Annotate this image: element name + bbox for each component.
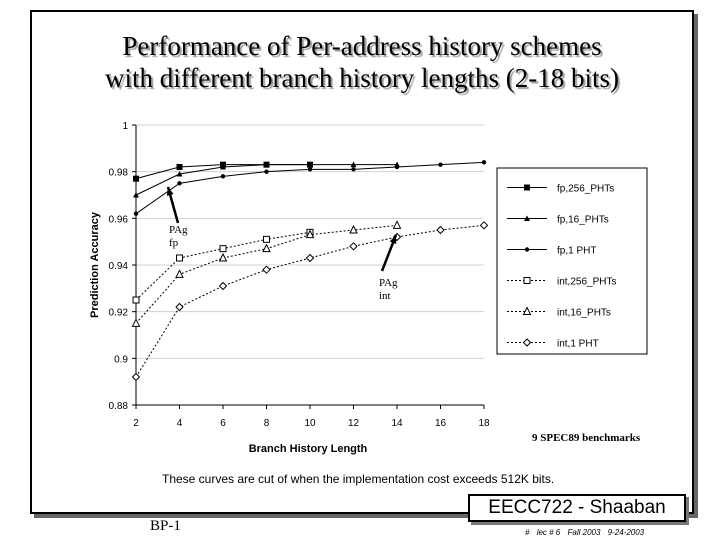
title-line-1: Performance of Per-address history schem… <box>122 31 602 61</box>
data-point <box>218 252 228 262</box>
data-point <box>394 164 400 170</box>
x-tick-label: 2 <box>133 418 139 429</box>
data-point <box>351 167 356 172</box>
legend-label: int,256_PHTs <box>557 277 616 288</box>
data-point <box>264 169 269 174</box>
meta-hash: # <box>525 528 530 537</box>
x-axis-label: Branch History Length <box>249 443 368 455</box>
data-point <box>175 302 184 312</box>
x-tick-label: 6 <box>220 418 226 429</box>
annotation-arrowhead <box>166 187 174 196</box>
benchmark-note: 9 SPEC89 benchmarks <box>532 432 641 444</box>
data-point <box>524 215 530 221</box>
legend: fp,256_PHTs fp,16_PHTs fp,1 PHT int,256_PHT… <box>496 167 648 355</box>
data-point <box>481 160 487 165</box>
data-point <box>132 296 140 304</box>
x-tick-label: 14 <box>391 418 403 429</box>
course-badge: EECC722 - Shaaban <box>468 494 686 522</box>
y-tick-label: 0.92 <box>109 308 129 319</box>
series-line <box>135 224 485 378</box>
data-point <box>392 220 402 229</box>
series-lines <box>131 160 489 382</box>
data-point <box>176 171 183 177</box>
series-2 <box>133 160 487 216</box>
slide-number: BP-1 <box>150 518 181 534</box>
meta-term: Fall 2003 <box>567 528 601 537</box>
data-point <box>220 164 226 170</box>
data-point <box>263 161 270 168</box>
data-point <box>438 162 443 167</box>
title-line-2: with different branch history lengths (2… <box>105 63 619 93</box>
x-tick-label: 12 <box>348 418 360 429</box>
y-tick-label: 0.94 <box>109 261 129 272</box>
data-point <box>133 175 139 182</box>
legend-label: int,1 PHT <box>557 339 599 350</box>
slide-title: Performance of Per-address history schem… <box>32 30 692 94</box>
legend-box <box>496 167 648 355</box>
series-3 <box>132 228 314 304</box>
data-point <box>133 192 139 198</box>
data-point <box>262 265 271 274</box>
x-tick-label: 4 <box>177 418 183 429</box>
data-point <box>479 221 489 230</box>
chart-caption: These curves are cut of when the impleme… <box>162 472 555 486</box>
data-point <box>305 229 315 239</box>
annotation-line-2: int <box>379 290 391 302</box>
legend-label: fp,1 PHT <box>557 246 596 257</box>
y-tick-label: 0.98 <box>109 168 129 179</box>
data-point <box>307 161 313 168</box>
data-point <box>262 243 271 253</box>
meta-lecture: lec # 6 <box>536 528 561 537</box>
data-point <box>436 225 445 235</box>
data-point <box>176 254 183 262</box>
y-tick-label: 0.9 <box>114 354 128 365</box>
data-point <box>177 181 182 186</box>
data-point <box>524 247 530 252</box>
data-point <box>349 242 358 251</box>
data-point <box>522 338 532 347</box>
series-1 <box>133 161 400 198</box>
data-point <box>131 318 141 327</box>
data-point <box>131 372 141 382</box>
annotation-line-1: PAg <box>169 224 188 236</box>
data-point <box>307 167 313 172</box>
annotation-line-2: fp <box>169 237 179 249</box>
gridlines <box>136 124 484 359</box>
y-tick-label: 0.96 <box>109 214 129 225</box>
data-point <box>220 174 226 179</box>
x-tick-label: 18 <box>478 418 490 429</box>
data-point <box>350 161 357 168</box>
data-point <box>524 184 530 191</box>
data-point <box>218 281 228 291</box>
lecture-meta: # lec # 6 Fall 2003 9-24-2003 <box>525 528 649 537</box>
y-tick-label: 0.88 <box>109 401 129 412</box>
y-tick-label: 1 <box>122 121 128 132</box>
x-tick-label: 8 <box>264 418 270 429</box>
data-point <box>523 277 531 284</box>
data-point <box>133 211 139 216</box>
data-point <box>305 253 315 263</box>
legend-label: fp,16_PHTs <box>557 215 609 226</box>
data-point <box>219 245 227 253</box>
data-point <box>175 269 184 278</box>
legend-label: fp,256_PHTs <box>557 184 614 195</box>
series-5 <box>131 221 489 382</box>
annotation-arrowhead <box>389 235 397 244</box>
x-tick-label: 16 <box>435 418 447 429</box>
data-point <box>349 224 358 234</box>
data-point <box>522 306 532 315</box>
series-4 <box>131 220 402 327</box>
x-tick-label: 10 <box>304 418 316 429</box>
legend-label: int,16_PHTs <box>557 308 611 319</box>
y-axis-label: Prediction Accuracy <box>89 211 101 318</box>
data-point <box>176 164 183 170</box>
meta-date: 9-24-2003 <box>607 528 645 537</box>
data-point <box>263 235 270 243</box>
annotation-line-1: PAg <box>379 277 398 289</box>
